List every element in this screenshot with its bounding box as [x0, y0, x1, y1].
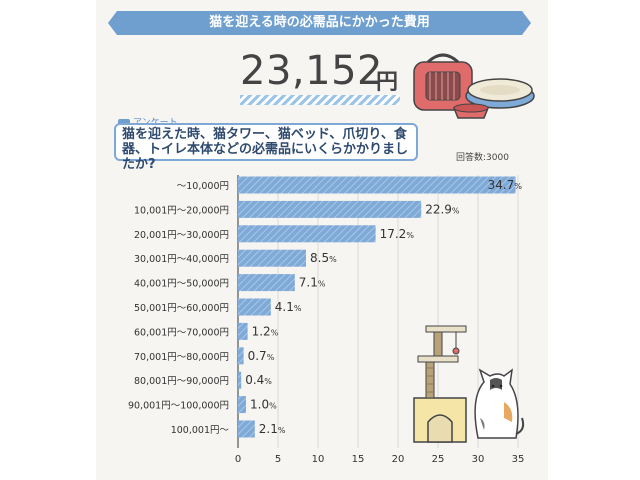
category-label: 20,001円〜30,000円: [134, 230, 229, 241]
value-number: 22.9: [425, 202, 452, 216]
value-number: 8.5: [310, 251, 329, 265]
chart-title: 猫を迎える時の必需品にかかった費用: [209, 15, 430, 30]
category-label: 80,001円〜90,000円: [134, 376, 229, 387]
bar: [238, 176, 516, 194]
x-tick-label: 35: [512, 454, 525, 465]
x-tick-label: 10: [312, 454, 325, 465]
bar: [238, 347, 244, 365]
value-number: 7.1: [299, 276, 318, 290]
respondent-count: 回答数:3000: [456, 153, 509, 163]
value-unit: %: [271, 328, 279, 337]
value-label: 17.2%: [380, 227, 415, 241]
title-banner: 猫を迎える時の必需品にかかった費用: [108, 11, 531, 35]
category-label: 50,001円〜60,000円: [134, 303, 229, 314]
bar: [238, 396, 246, 414]
value-unit: %: [406, 231, 414, 240]
bar: [238, 371, 242, 389]
x-tick-label: 20: [392, 454, 405, 465]
bar: [238, 420, 255, 438]
x-tick-label: 15: [352, 454, 365, 465]
value-number: 34.7: [488, 178, 515, 192]
value-unit: %: [267, 353, 275, 362]
x-tick-label: 0: [235, 454, 241, 465]
total-cost: 23,152 円: [240, 48, 410, 96]
cat-icon: [474, 368, 519, 439]
value-label: 34.7%: [488, 178, 523, 192]
category-label: 30,001円〜40,000円: [134, 254, 229, 265]
decorative-stripe: [240, 95, 400, 105]
value-unit: %: [514, 182, 522, 191]
value-unit: %: [318, 280, 326, 289]
value-label: 8.5%: [310, 251, 337, 265]
bar: [238, 322, 248, 340]
question-box: 猫を迎えた時、猫タワー、猫ベッド、爪切り、食器、トイレ本体などの必需品にいくらか…: [114, 123, 418, 172]
value-number: 4.1: [275, 300, 294, 314]
value-label: 7.1%: [299, 276, 326, 290]
category-label: 〜10,000円: [177, 181, 229, 192]
category-label: 100,001円〜: [171, 425, 230, 436]
bar: [238, 298, 271, 316]
value-number: 2.1: [259, 422, 278, 436]
value-unit: %: [269, 402, 277, 411]
category-label: 90,001円〜100,000円: [128, 401, 229, 412]
value-label: 0.7%: [248, 349, 275, 363]
value-number: 1.0: [250, 398, 269, 412]
total-cost-unit: 円: [376, 70, 399, 95]
category-label: 70,001円〜80,000円: [134, 352, 229, 363]
survey-tag-icon: [118, 118, 130, 127]
value-label: 1.2%: [252, 324, 279, 338]
category-label: 10,001円〜20,000円: [134, 205, 229, 216]
value-label: 4.1%: [275, 300, 302, 314]
value-label: 22.9%: [425, 202, 460, 216]
value-number: 1.2: [252, 324, 271, 338]
bar: [238, 200, 422, 218]
bar: [238, 249, 306, 267]
value-unit: %: [278, 426, 286, 435]
value-unit: %: [264, 377, 272, 386]
question-text: 猫を迎えた時、猫タワー、猫ベッド、爪切り、食器、トイレ本体などの必需品にいくらか…: [122, 127, 409, 172]
value-number: 0.4: [245, 373, 264, 387]
x-tick-label: 30: [472, 454, 485, 465]
value-unit: %: [329, 255, 337, 264]
value-number: 17.2: [380, 227, 407, 241]
cat-tower-illustration: [413, 325, 525, 443]
value-label: 1.0%: [250, 398, 277, 412]
category-label: 60,001円〜70,000円: [134, 327, 229, 338]
bar: [238, 274, 295, 292]
total-cost-value: 23,152: [240, 48, 383, 94]
value-unit: %: [452, 206, 460, 215]
value-number: 0.7: [248, 349, 267, 363]
value-label: 2.1%: [259, 422, 286, 436]
x-tick-label: 5: [275, 454, 281, 465]
value-label: 0.4%: [245, 373, 272, 387]
value-unit: %: [294, 304, 302, 313]
pet-supplies-illustration: [413, 53, 535, 119]
category-label: 40,001円〜50,000円: [134, 279, 229, 290]
bar: [238, 225, 376, 243]
x-tick-label: 25: [432, 454, 445, 465]
